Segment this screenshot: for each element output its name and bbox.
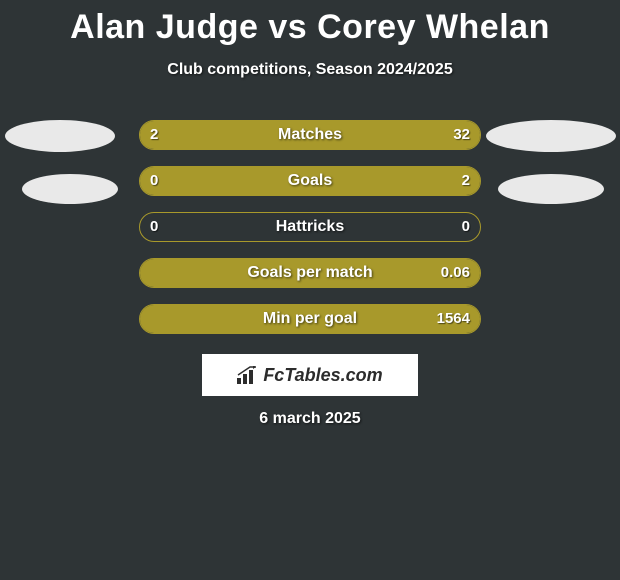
stat-row: 00Hattricks: [0, 212, 620, 244]
decorative-ellipse: [486, 120, 616, 152]
right-value: 0: [462, 212, 470, 242]
bar-fill-right: [140, 167, 480, 195]
bar-fill-left: [140, 121, 198, 149]
decorative-ellipse: [498, 174, 604, 204]
player2-name: Corey Whelan: [317, 8, 550, 46]
right-value: 2: [462, 166, 470, 196]
left-value: 0: [150, 212, 158, 242]
bar-track: [139, 258, 481, 288]
attribution-box: FcTables.com: [202, 354, 418, 396]
stat-row: 0.06Goals per match: [0, 258, 620, 290]
decorative-ellipse: [5, 120, 115, 152]
attribution-text: FcTables.com: [263, 365, 382, 386]
left-value: 2: [150, 120, 158, 150]
bar-track: [139, 166, 481, 196]
vs-separator: vs: [268, 8, 307, 46]
player1-name: Alan Judge: [70, 8, 258, 46]
right-value: 32: [453, 120, 470, 150]
bar-fill-right: [140, 259, 480, 287]
bar-track: [139, 304, 481, 334]
page-title: Alan Judge vs Corey Whelan: [0, 0, 620, 47]
bar-fill-right: [198, 121, 480, 149]
stat-row: 1564Min per goal: [0, 304, 620, 336]
comparison-card: Alan Judge vs Corey Whelan Club competit…: [0, 0, 620, 580]
date-label: 6 march 2025: [0, 410, 620, 428]
bar-track: [139, 120, 481, 150]
bar-fill-right: [140, 305, 480, 333]
bars-area: 232Matches02Goals00Hattricks0.06Goals pe…: [0, 120, 620, 350]
decorative-ellipse: [22, 174, 118, 204]
bar-track: [139, 212, 481, 242]
right-value: 1564: [437, 304, 470, 334]
left-value: 0: [150, 166, 158, 196]
subtitle: Club competitions, Season 2024/2025: [0, 61, 620, 79]
bars-icon: [237, 366, 259, 384]
right-value: 0.06: [441, 258, 470, 288]
